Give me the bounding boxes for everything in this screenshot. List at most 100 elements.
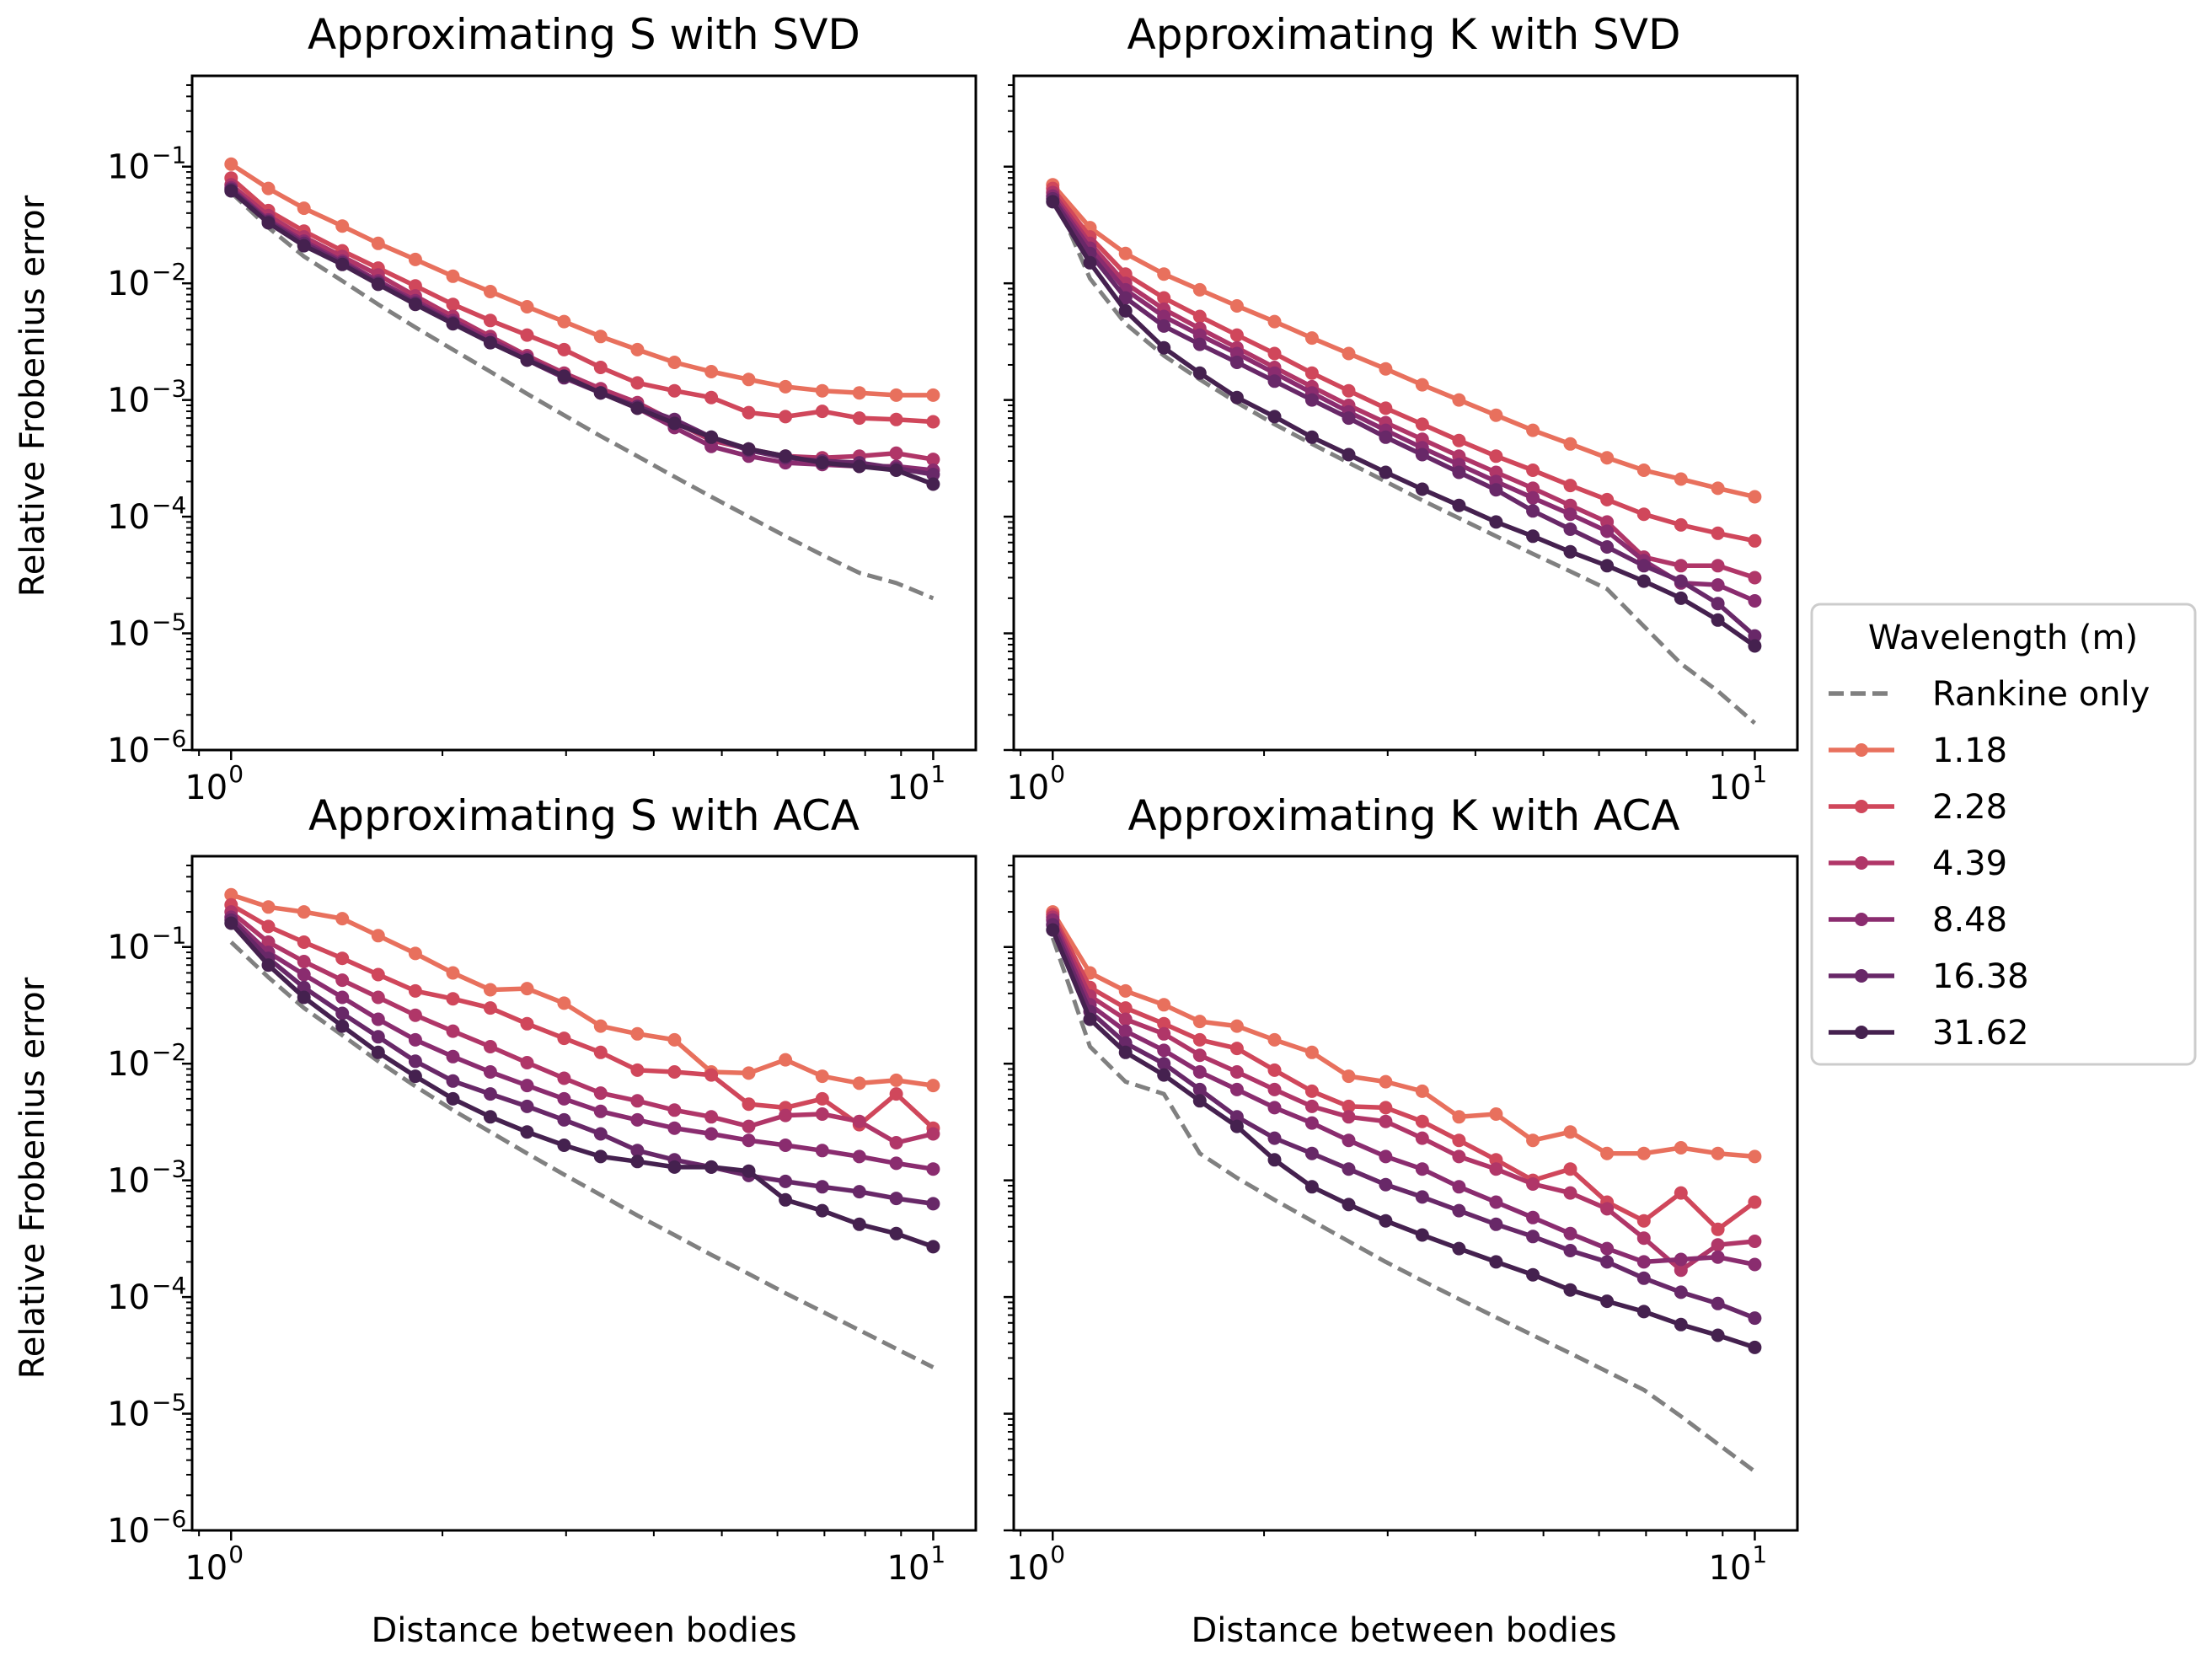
data-point (1046, 923, 1060, 937)
data-point (1379, 362, 1393, 376)
data-point (1267, 374, 1282, 388)
data-point (667, 1121, 682, 1135)
data-point (742, 1133, 756, 1148)
data-point (1157, 1026, 1171, 1041)
data-point (297, 955, 311, 968)
x-tick-label: 10 (1709, 1549, 1752, 1588)
data-point (1748, 1235, 1762, 1248)
data-point (335, 990, 350, 1005)
y-tick-exponent: −6 (152, 725, 186, 753)
data-point (630, 1026, 645, 1041)
series-line-rankine-only (229, 190, 935, 601)
data-point (1192, 337, 1207, 351)
y-tick-base: 10 (107, 929, 150, 967)
data-point (1711, 526, 1725, 540)
data-point (1379, 1074, 1393, 1089)
data-point (667, 416, 682, 431)
x-tick-exponent: 0 (228, 760, 244, 788)
data-point (1452, 433, 1466, 447)
data-point (742, 372, 756, 387)
data-point (815, 456, 829, 470)
data-point (779, 1053, 793, 1067)
data-point (1674, 1263, 1688, 1278)
series-group (224, 157, 940, 601)
plot-area: 10 0 10 1 (1004, 74, 1799, 807)
panel-title: Approximating K with SVD (1127, 10, 1681, 59)
data-point (1415, 417, 1429, 431)
data-point (483, 1110, 497, 1124)
data-point (335, 219, 350, 233)
data-point (742, 1066, 756, 1080)
legend-marker (1855, 913, 1868, 926)
data-point (1118, 1045, 1133, 1059)
data-point (520, 1056, 534, 1069)
data-point (1489, 1217, 1503, 1231)
data-point (1267, 1063, 1282, 1077)
legend-label: 8.48 (1932, 901, 2007, 940)
data-point (1267, 1082, 1282, 1096)
x-tick-exponent: 0 (228, 1540, 244, 1568)
data-point (1489, 483, 1503, 497)
data-point (926, 1079, 940, 1093)
data-point (1118, 291, 1133, 305)
data-point (1267, 1153, 1282, 1167)
legend-label: 16.38 (1932, 957, 2029, 996)
data-point (1563, 1162, 1577, 1176)
data-point (593, 1127, 608, 1141)
data-point (446, 992, 460, 1006)
data-point (446, 297, 460, 312)
y-tick-label: 10−2 (107, 258, 186, 303)
data-point (1711, 597, 1725, 611)
data-point (1192, 309, 1207, 324)
data-point (1379, 465, 1393, 480)
data-point (1229, 1065, 1244, 1079)
y-tick-label: 10−4 (107, 491, 186, 537)
data-point (1711, 1250, 1725, 1264)
data-point (1304, 1180, 1319, 1194)
y-tick-base: 10 (107, 731, 150, 770)
data-point (446, 1024, 460, 1038)
data-point (261, 958, 276, 972)
data-point (224, 157, 238, 171)
data-point (1379, 1101, 1393, 1115)
data-point (557, 1071, 571, 1085)
data-point (815, 1180, 829, 1194)
legend-marker (1855, 743, 1868, 757)
series-line-4-39 (1050, 190, 1758, 581)
data-point (1711, 559, 1725, 573)
data-point (520, 1016, 534, 1031)
data-point (1342, 1099, 1356, 1113)
data-point (852, 386, 866, 400)
series-line-rankine-only (1051, 191, 1757, 725)
data-point (815, 1091, 829, 1106)
data-point (1563, 437, 1577, 451)
data-point (446, 966, 460, 980)
data-point (408, 252, 422, 266)
data-point (704, 365, 719, 378)
data-point (557, 1031, 571, 1046)
legend-label: Rankine only (1932, 675, 2150, 714)
data-point (667, 1103, 682, 1117)
data-point (852, 1076, 866, 1090)
data-point (261, 181, 276, 196)
data-point (557, 1139, 571, 1152)
data-point (1748, 639, 1762, 653)
x-tick-exponent: 0 (1050, 760, 1065, 788)
data-point (667, 383, 682, 398)
data-point (1748, 1257, 1762, 1272)
data-point (446, 1074, 460, 1088)
plot-area: 10−110−210−310−410−510−610 0 10 1 (107, 855, 977, 1588)
data-point (408, 279, 422, 293)
data-point (408, 946, 422, 961)
data-point (1674, 1317, 1688, 1331)
data-point (1415, 378, 1429, 392)
data-point (1748, 629, 1762, 643)
data-point (297, 238, 311, 253)
data-point (1342, 1162, 1356, 1176)
data-point (815, 1203, 829, 1218)
series-group (224, 887, 940, 1369)
data-point (1711, 578, 1725, 592)
data-point (371, 1012, 385, 1026)
data-point (889, 1073, 903, 1087)
data-point (408, 297, 422, 312)
